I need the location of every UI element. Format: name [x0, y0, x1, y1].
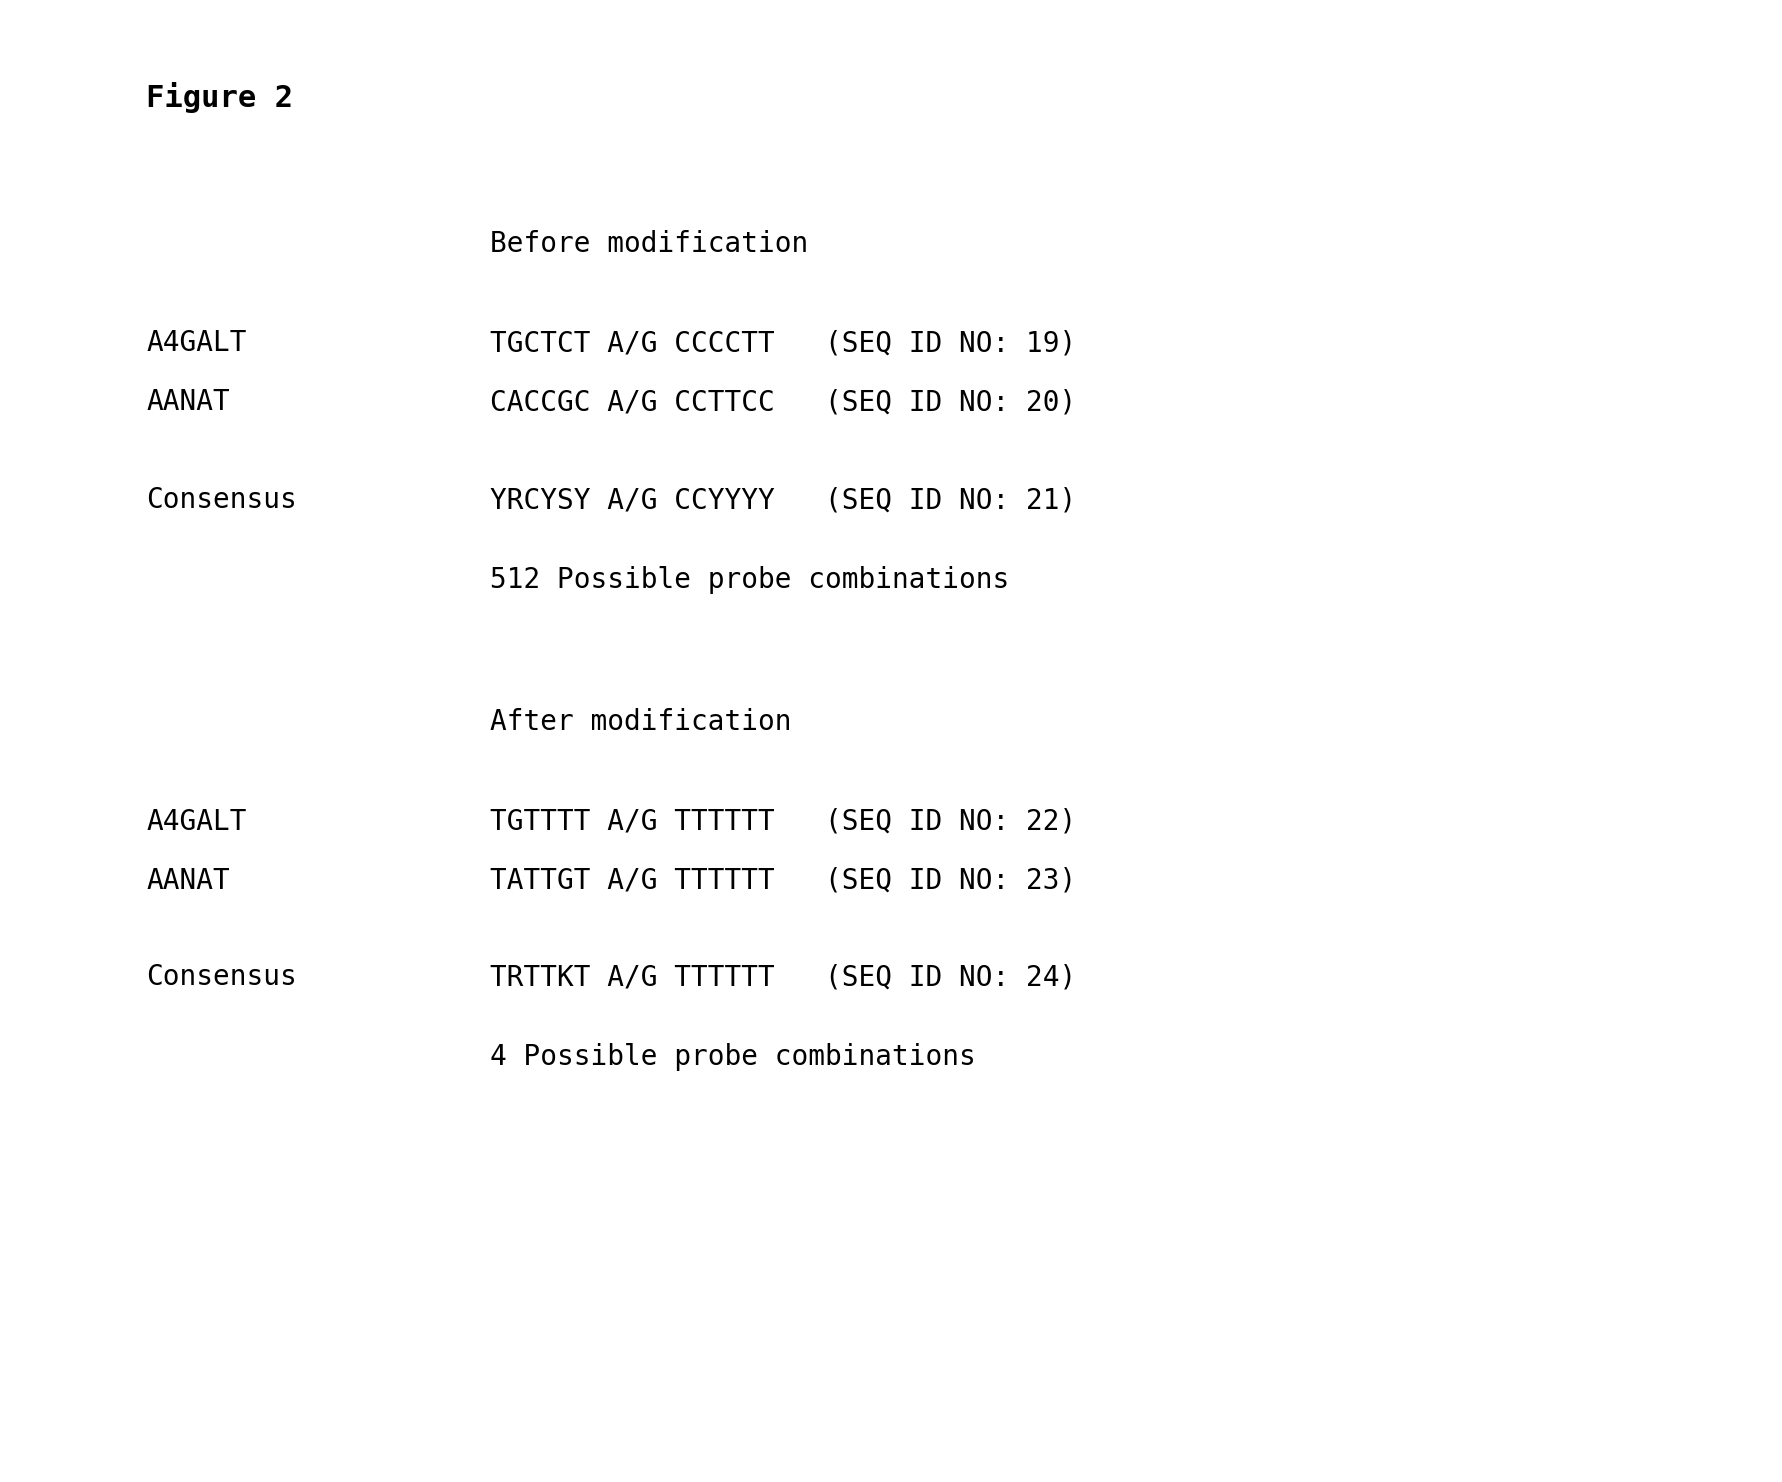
- Text: CACCGC A/G CCTTCC   (SEQ ID NO: 20): CACCGC A/G CCTTCC (SEQ ID NO: 20): [490, 388, 1076, 416]
- Text: Before modification: Before modification: [490, 230, 809, 258]
- Text: 4 Possible probe combinations: 4 Possible probe combinations: [490, 1043, 977, 1071]
- Text: TGCTCT A/G CCCCTT   (SEQ ID NO: 19): TGCTCT A/G CCCCTT (SEQ ID NO: 19): [490, 329, 1076, 357]
- Text: AANAT: AANAT: [146, 388, 230, 416]
- Text: Consensus: Consensus: [146, 486, 298, 514]
- Text: A4GALT: A4GALT: [146, 808, 246, 836]
- Text: TGTTTT A/G TTTTTT   (SEQ ID NO: 22): TGTTTT A/G TTTTTT (SEQ ID NO: 22): [490, 808, 1076, 836]
- Text: TATTGT A/G TTTTTT   (SEQ ID NO: 23): TATTGT A/G TTTTTT (SEQ ID NO: 23): [490, 867, 1076, 895]
- Text: Figure 2: Figure 2: [146, 82, 292, 113]
- Text: TRTTKT A/G TTTTTT   (SEQ ID NO: 24): TRTTKT A/G TTTTTT (SEQ ID NO: 24): [490, 963, 1076, 991]
- Text: A4GALT: A4GALT: [146, 329, 246, 357]
- Text: 512 Possible probe combinations: 512 Possible probe combinations: [490, 566, 1009, 594]
- Text: AANAT: AANAT: [146, 867, 230, 895]
- Text: YRCYSY A/G CCYYYY   (SEQ ID NO: 21): YRCYSY A/G CCYYYY (SEQ ID NO: 21): [490, 486, 1076, 514]
- Text: Consensus: Consensus: [146, 963, 298, 991]
- Text: After modification: After modification: [490, 708, 791, 737]
